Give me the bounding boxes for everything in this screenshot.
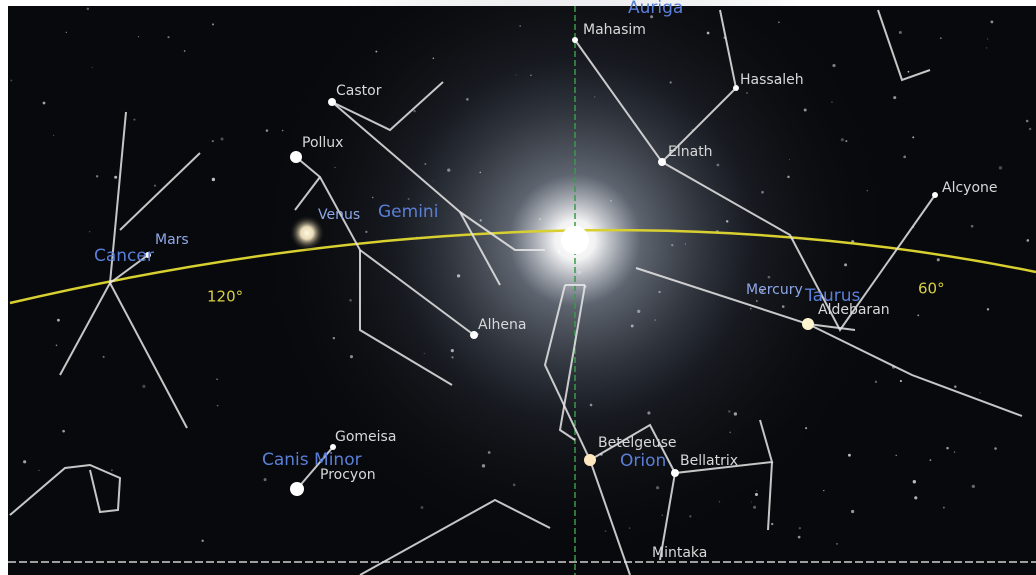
background-star (212, 140, 214, 142)
background-star (940, 37, 942, 39)
star-label: Procyon (320, 467, 376, 483)
background-star (771, 523, 773, 525)
background-star (971, 225, 974, 228)
background-star (1026, 120, 1029, 123)
background-star (167, 36, 169, 38)
background-star (937, 258, 940, 261)
background-star (851, 510, 854, 513)
background-star (913, 480, 916, 483)
background-star (38, 470, 39, 471)
planet-label: Mars (155, 232, 189, 248)
background-star (1027, 239, 1030, 242)
star-label: Aldebaran (818, 302, 890, 318)
star-label: Alcyone (942, 180, 998, 196)
planet-label: Mercury (746, 282, 803, 298)
background-star (987, 38, 988, 39)
background-star (895, 455, 896, 456)
star-label: Pollux (302, 135, 343, 151)
background-star (954, 451, 955, 452)
background-star (212, 178, 215, 181)
star-label: Alhena (478, 317, 526, 333)
star-label: Mintaka (652, 545, 707, 561)
background-star (994, 447, 997, 450)
background-star (264, 478, 267, 481)
star-label: Castor (336, 83, 382, 99)
star-label: Gomeisa (335, 429, 396, 445)
background-star (912, 136, 914, 138)
background-star (893, 96, 896, 99)
background-star (900, 380, 902, 382)
background-star (798, 536, 801, 539)
background-star (987, 308, 989, 310)
star-label: Betelgeuse (598, 435, 677, 451)
constellation-label: Gemini (378, 202, 438, 222)
background-star (823, 490, 824, 491)
star-label: Hassaleh (740, 72, 804, 88)
background-star (914, 496, 917, 499)
background-star (96, 175, 98, 177)
background-star (972, 485, 975, 488)
background-star (930, 459, 932, 461)
background-star (10, 80, 12, 82)
background-star (979, 392, 980, 393)
ecliptic-label: 60° (918, 280, 945, 298)
background-star (990, 20, 993, 23)
ecliptic-label: 120° (207, 288, 243, 306)
background-star (221, 138, 224, 141)
background-star (62, 430, 65, 433)
background-star (57, 319, 60, 322)
constellation-label: Cancer (94, 246, 154, 266)
planetarium-view: AurigaGeminiCancerTaurusCanis MinorOrion… (0, 0, 1036, 575)
background-star (184, 50, 186, 52)
background-star (23, 460, 26, 463)
background-star (201, 540, 203, 542)
background-star (848, 454, 851, 457)
background-star (875, 381, 877, 383)
constellation-label: Orion (620, 451, 666, 471)
background-star (53, 135, 54, 136)
background-star (212, 23, 214, 25)
background-star (114, 176, 117, 179)
background-star (217, 405, 219, 407)
background-star (103, 356, 105, 358)
background-star (799, 527, 801, 529)
background-star (56, 345, 58, 347)
background-star (954, 385, 957, 388)
sun-disc (561, 226, 589, 254)
background-star (946, 447, 949, 450)
star-label: Elnath (668, 144, 713, 160)
background-star (66, 32, 67, 33)
background-star (899, 31, 902, 34)
background-star (89, 231, 90, 232)
background-star (908, 71, 910, 73)
background-star (154, 185, 156, 187)
background-star (836, 543, 837, 544)
background-star (999, 166, 1002, 169)
background-star (138, 36, 139, 37)
star-label: Bellatrix (680, 453, 738, 469)
planet-label: Venus (318, 207, 360, 223)
background-star (133, 119, 135, 121)
background-star (903, 155, 906, 158)
background-star (87, 8, 89, 10)
constellation-label: Auriga (628, 0, 683, 18)
star-label: Mahasim (583, 22, 646, 38)
background-star (92, 67, 93, 68)
background-star (43, 102, 46, 105)
background-star (943, 507, 945, 509)
background-star (917, 314, 919, 316)
background-star (1029, 128, 1032, 131)
background-star (142, 385, 145, 388)
background-star (216, 378, 218, 380)
background-star (111, 469, 113, 471)
background-star (986, 47, 987, 48)
